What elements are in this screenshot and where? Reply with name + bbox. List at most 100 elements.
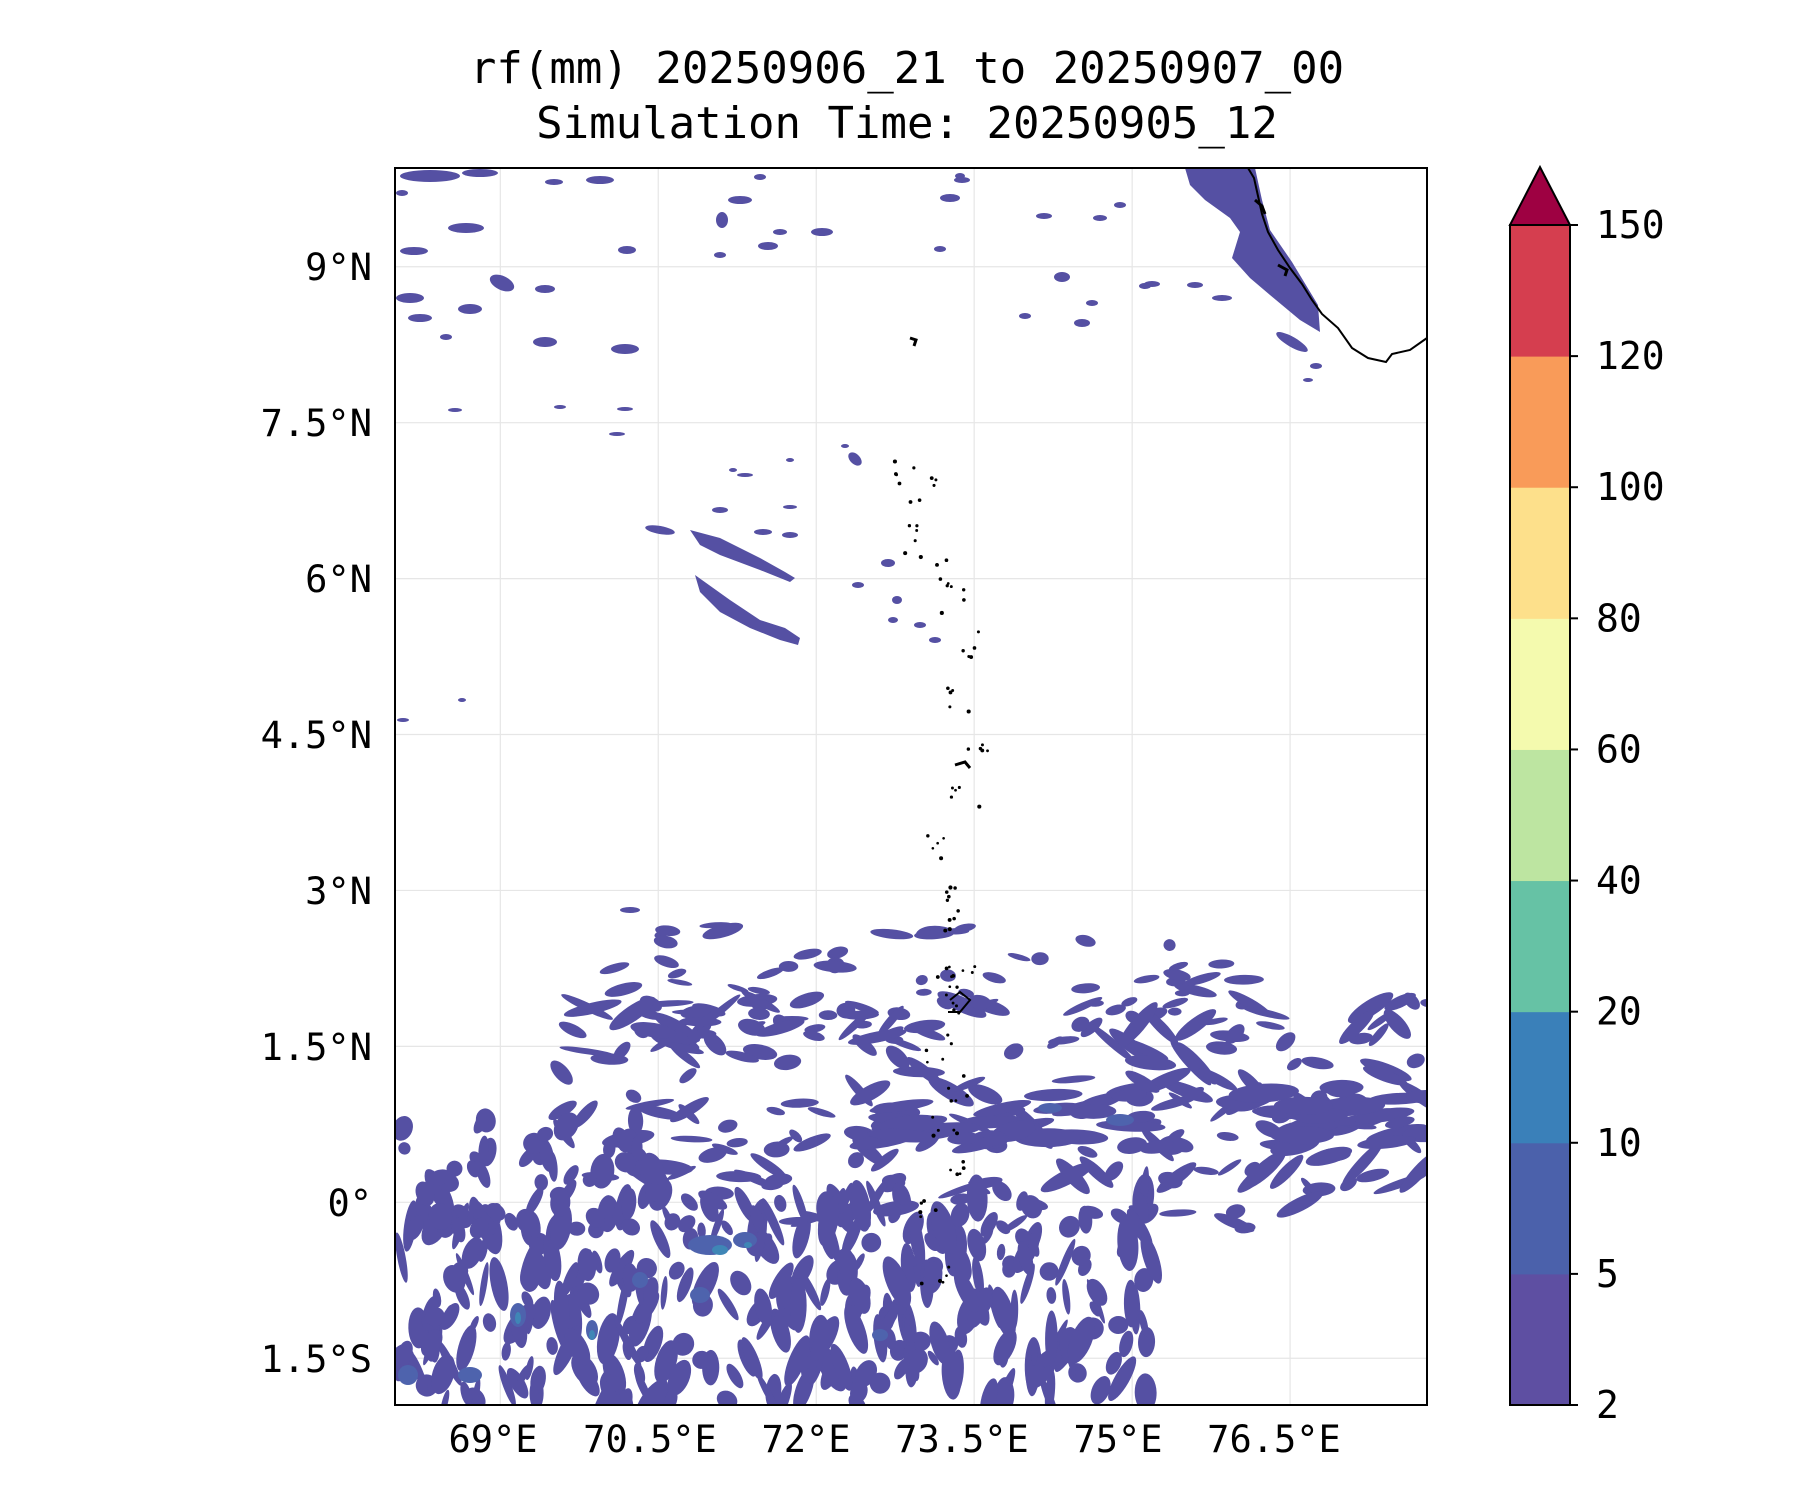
rain-cell — [1089, 1301, 1101, 1317]
island-dot — [957, 785, 961, 789]
rain-cell — [1108, 1356, 1137, 1401]
rain-cell — [958, 988, 974, 998]
colorbar-segment — [1510, 749, 1570, 882]
island-dot — [961, 1159, 966, 1164]
rain-cell — [1074, 1104, 1117, 1119]
colorbar-tick-label: 120 — [1596, 334, 1665, 378]
rain-cell — [849, 1277, 871, 1314]
rain-cell — [679, 1068, 697, 1084]
rain-cell — [1168, 961, 1189, 971]
rain-cell — [818, 1010, 838, 1021]
rain-cell — [725, 1050, 759, 1063]
rain-cell — [711, 1143, 738, 1155]
rain-cell — [967, 994, 992, 1010]
rain-cell — [1203, 1017, 1228, 1026]
rain-cell — [1193, 1166, 1219, 1175]
rain-cell — [460, 1381, 472, 1405]
rain-cell — [1119, 1330, 1134, 1358]
rain-cell — [869, 1099, 934, 1114]
rain-cell — [953, 1076, 986, 1092]
rain-cell — [634, 1379, 669, 1405]
rain-cell — [1420, 999, 1427, 1008]
rain-cell — [915, 974, 928, 986]
rain-cell — [678, 1104, 700, 1125]
rain-cell — [1079, 1156, 1114, 1188]
rain-cell — [699, 922, 732, 929]
rain-cell — [950, 1202, 970, 1227]
island-dot — [917, 498, 922, 502]
island-dot — [926, 1060, 929, 1064]
rain-cell — [966, 1174, 988, 1222]
colorbar-tick-label: 80 — [1596, 596, 1642, 640]
rain-cell — [530, 1365, 546, 1395]
rain-cell — [621, 1218, 641, 1236]
rain-cell — [870, 928, 914, 940]
island-dot — [924, 1048, 929, 1053]
rain-cell — [967, 1228, 987, 1262]
island-dot — [938, 577, 943, 581]
rain-cell — [750, 1153, 788, 1180]
rain-cell — [1117, 1137, 1148, 1154]
rain-cell — [754, 1218, 767, 1263]
island-dot — [932, 483, 936, 487]
colorbar-tick-label: 40 — [1596, 859, 1642, 903]
rain-cell — [953, 1270, 979, 1313]
rain-cell — [1007, 953, 1031, 962]
rain-cell — [672, 1029, 690, 1046]
rain-cell — [1326, 1084, 1355, 1098]
island-dot — [943, 928, 948, 933]
rain-cell — [951, 1134, 1010, 1154]
rain-cell — [1347, 992, 1394, 1024]
rain-cell — [1224, 974, 1264, 985]
colorbar-segment — [1510, 618, 1570, 750]
rain-cell — [1269, 1126, 1334, 1145]
rain-cell — [1077, 1146, 1098, 1158]
rain-cell — [1269, 1154, 1304, 1189]
colorbar-tick-label: 20 — [1596, 990, 1642, 1034]
rain-cell — [996, 1243, 1006, 1261]
rain-cell — [415, 1181, 435, 1206]
rain-cell — [609, 1249, 635, 1287]
rain-cell — [1384, 992, 1416, 1011]
colorbar-tick-label: 5 — [1596, 1252, 1619, 1296]
rain-cell — [633, 1362, 646, 1385]
island-dot — [970, 971, 974, 974]
rain-cell — [428, 1169, 452, 1186]
rain-cell — [836, 1002, 856, 1019]
rain-cell — [631, 1135, 643, 1162]
rain-cell — [949, 1349, 964, 1395]
rain-cell — [982, 1226, 994, 1244]
island-dot — [944, 966, 949, 971]
rain-cell — [428, 1203, 453, 1230]
island-dot — [926, 834, 930, 838]
rain-cell — [1124, 1055, 1177, 1071]
rain-cell — [1015, 1228, 1031, 1247]
island-dot — [918, 1210, 923, 1215]
island-dot — [966, 709, 971, 714]
rain-cell — [604, 1248, 621, 1273]
rain-cell — [1214, 1213, 1255, 1233]
maldives-islands — [892, 336, 989, 1286]
rain-cell — [835, 1248, 854, 1268]
rain-cell — [664, 1213, 681, 1231]
rain-cell — [1305, 1146, 1353, 1166]
rain-cell — [947, 1132, 981, 1145]
rain-cell — [548, 1100, 577, 1120]
y-tick-6n: 6°N — [305, 558, 372, 601]
island-dot — [954, 1004, 958, 1008]
island-dot — [947, 1265, 951, 1269]
rain-cell — [805, 1361, 817, 1386]
rain-cell — [398, 1142, 411, 1155]
rain-cell — [686, 1024, 712, 1045]
rain-cell — [395, 1116, 413, 1141]
rain-cell — [668, 1261, 685, 1280]
rain-cell — [1385, 1116, 1415, 1129]
x-tick-69e: 69°E — [448, 1418, 537, 1461]
rain-cell — [1108, 1315, 1129, 1334]
rain-cell — [635, 1291, 660, 1324]
rain-cell — [443, 1265, 466, 1293]
rain-cell — [1167, 1007, 1182, 1016]
island-dot — [944, 558, 949, 563]
rain-cell — [553, 1112, 579, 1141]
island-dot — [949, 1168, 952, 1172]
